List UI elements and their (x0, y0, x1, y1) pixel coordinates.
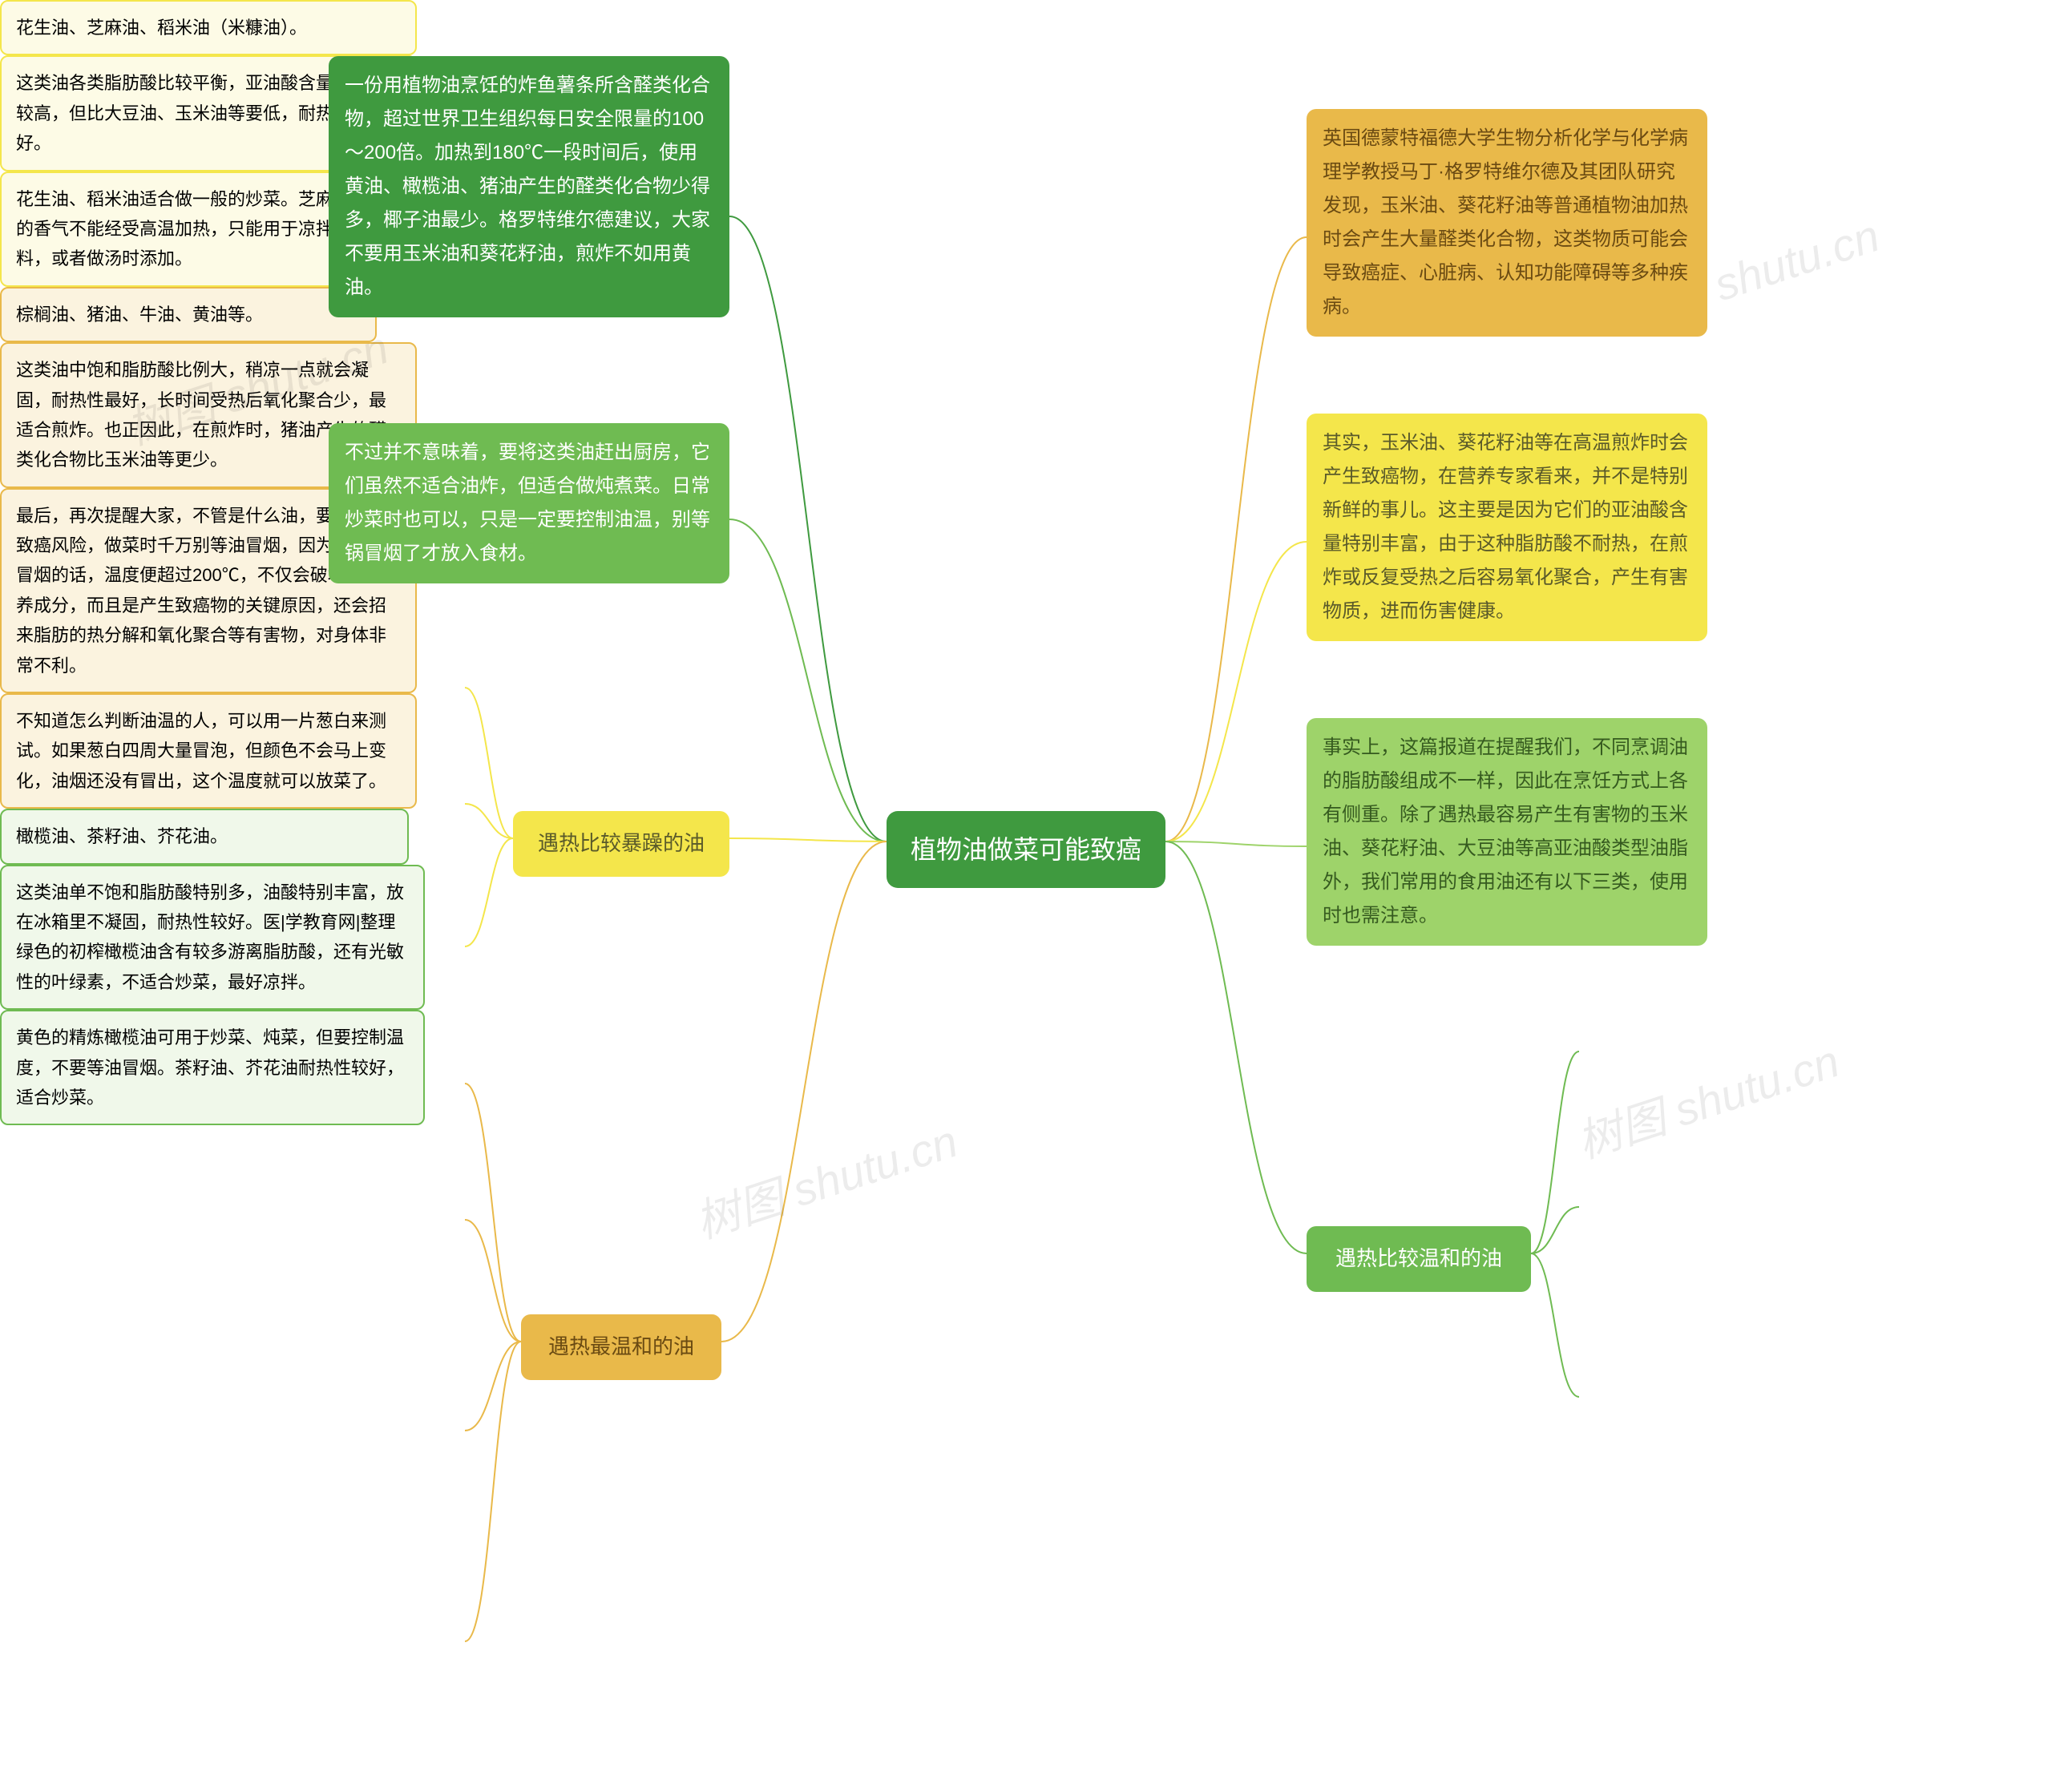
branch-node: 不过并不意味着，要将这类油赶出厨房，它们虽然不适合油炸，但适合做炖煮菜。日常炒菜… (329, 423, 729, 583)
branch-node: 遇热比较暴躁的油 (513, 811, 729, 877)
branch-node: 英国德蒙特福德大学生物分析化学与化学病理学教授马丁·格罗特维尔德及其团队研究发现… (1307, 109, 1707, 337)
watermark: 树图 shutu.cn (686, 1106, 965, 1252)
leaf-node: 棕榈油、猪油、牛油、黄油等。 (0, 287, 377, 342)
branch-node: 遇热比较温和的油 (1307, 1226, 1531, 1292)
mindmap-center-node: 植物油做菜可能致癌 (887, 811, 1165, 888)
branch-node: 其实，玉米油、葵花籽油等在高温煎炸时会产生致癌物，在营养专家看来，并不是特别新鲜… (1307, 414, 1707, 641)
leaf-node: 不知道怎么判断油温的人，可以用一片葱白来测试。如果葱白四周大量冒泡，但颜色不会马… (0, 693, 417, 809)
branch-node: 事实上，这篇报道在提醒我们，不同烹调油的脂肪酸组成不一样，因此在烹饪方式上各有侧… (1307, 718, 1707, 946)
watermark: 树图 shutu.cn (1568, 1026, 1847, 1172)
branch-node: 遇热最温和的油 (521, 1314, 721, 1380)
leaf-node: 黄色的精炼橄榄油可用于炒菜、炖菜，但要控制温度，不要等油冒烟。茶籽油、芥花油耐热… (0, 1010, 425, 1125)
leaf-node: 橄榄油、茶籽油、芥花油。 (0, 809, 409, 864)
branch-node: 一份用植物油烹饪的炸鱼薯条所含醛类化合物，超过世界卫生组织每日安全限量的100～… (329, 56, 729, 317)
leaf-node: 花生油、芝麻油、稻米油（米糠油）。 (0, 0, 417, 55)
leaf-node: 这类油单不饱和脂肪酸特别多，油酸特别丰富，放在冰箱里不凝固，耐热性较好。医|学教… (0, 865, 425, 1011)
